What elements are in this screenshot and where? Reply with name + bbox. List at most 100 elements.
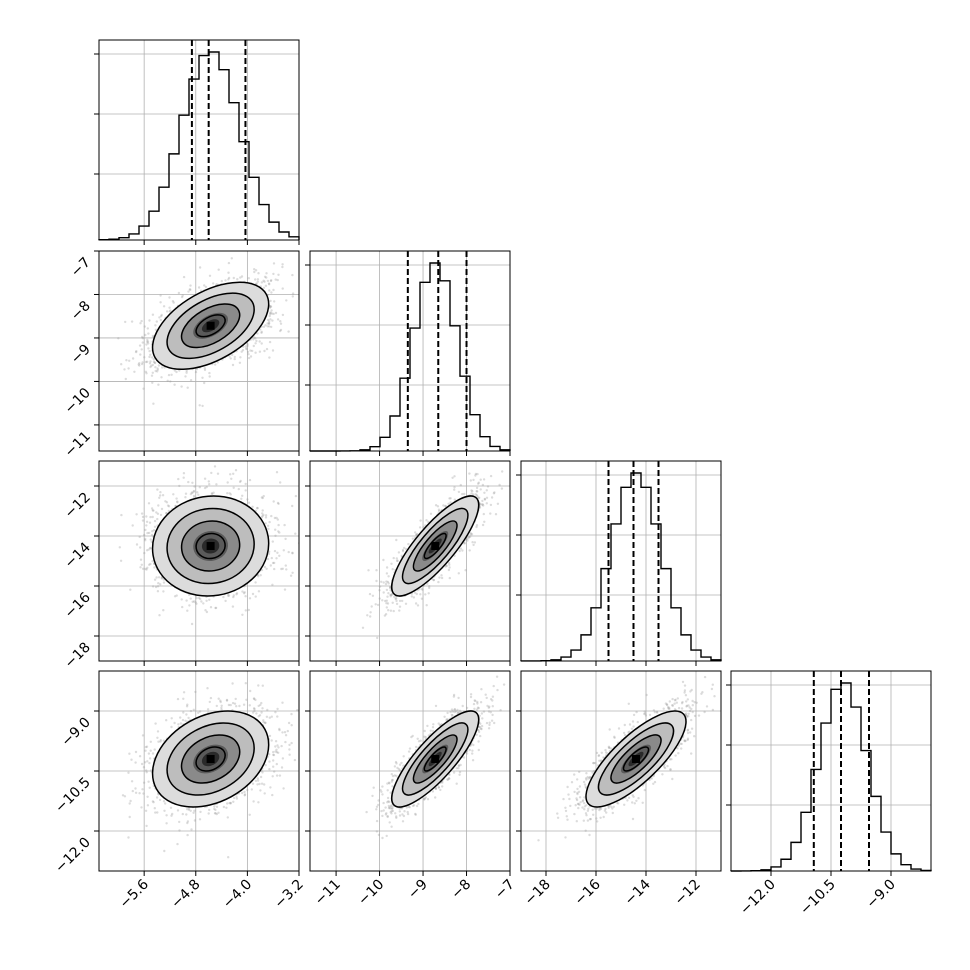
scatter-point [467,535,471,539]
histogram-panel-1 [94,39,300,245]
scatter-point [195,596,198,600]
scatter-point [448,563,451,566]
scatter-point [258,350,262,353]
scatter-point [274,311,278,315]
scatter-point [186,609,189,612]
scatter-point [178,484,181,488]
scatter-point [269,312,272,316]
scatter-point [224,279,227,282]
scatter-point [263,349,266,353]
scatter-point [143,551,146,555]
histogram-step [520,472,722,662]
scatter-point [261,496,264,500]
scatter-point [181,605,184,609]
scatter-point [151,363,154,367]
histogram-step [98,51,300,241]
scatter-point [385,588,389,592]
scatter-point [392,556,395,560]
x-tick-label: −12.0 [737,877,779,919]
scatter-point [244,345,248,348]
scatter-point [204,609,207,612]
scatter-point [251,592,255,596]
scatter-point [153,361,156,364]
scatter-point [425,604,428,607]
scatter-point [268,520,271,524]
scatter-point [146,360,149,363]
scatter-point [169,309,172,312]
scatter-point [393,595,396,599]
scatter-point [268,314,271,318]
scatter-point [197,596,201,600]
scatter-point [152,529,156,532]
scatter-point [277,502,280,505]
scatter-point [262,279,265,282]
scatter-point [233,355,236,359]
scatter-point [155,511,158,514]
scatter-point [306,269,308,271]
scatter-point [203,367,206,370]
scatter-point [482,478,486,481]
scatter-point [182,275,186,279]
scatter-point [432,578,435,582]
scatter-point [291,571,294,574]
scatter-point [165,512,168,515]
scatter-point [184,492,188,495]
scatter-point [254,351,257,354]
scatter-point [249,355,253,358]
scatter-point [275,471,279,474]
scatter-point [154,328,158,331]
scatter-point [270,291,273,294]
scatter-point [152,509,155,512]
scatter-point [489,503,493,507]
scatter-point [151,585,155,588]
scatter-point [254,342,257,345]
scatter-point [279,481,282,484]
scatter-point [147,332,150,335]
scatter-point [156,368,159,371]
scatter-point [437,580,440,584]
scatter-point [152,358,155,361]
scatter-point [153,361,157,365]
scatter-point [262,286,266,289]
scatter-point [144,528,147,532]
panel-frame [98,39,300,241]
scatter-point [182,472,186,475]
scatter-point [145,549,149,552]
scatter-point [146,327,149,330]
scatter-point [262,494,265,498]
scatter-point [165,310,169,313]
scatter-point [227,594,230,598]
scatter-point [283,588,287,591]
scatter-point [188,604,191,607]
scatter-point [157,383,160,386]
scatter-point [259,574,262,577]
scatter-point [154,366,157,369]
scatter-point [254,581,257,584]
scatter-point [428,585,431,588]
y-tick-label: −12 [62,490,94,522]
scatter-point [207,480,210,483]
scatter-point [245,347,248,350]
scatter-point [204,285,208,289]
scatter-point [161,366,164,369]
scatter-point [256,506,259,510]
scatter-point [189,379,193,382]
scatter-point [301,273,303,275]
scatter-point [232,486,235,489]
scatter-point [141,515,145,519]
scatter-point [267,322,271,325]
scatter-point [275,516,278,520]
scatter-point [279,328,283,332]
scatter-point [401,599,404,603]
scatter-point [162,305,166,308]
scatter-point [403,546,406,550]
scatter-point [175,370,178,374]
scatter-point [138,535,141,539]
scatter-point [279,329,282,333]
scatter-point [306,306,308,308]
scatter-point [143,533,146,537]
scatter-point [195,602,198,605]
scatter-point [151,334,155,338]
x-tick-label: −9.0 [863,877,898,912]
scatter-point [279,322,283,325]
